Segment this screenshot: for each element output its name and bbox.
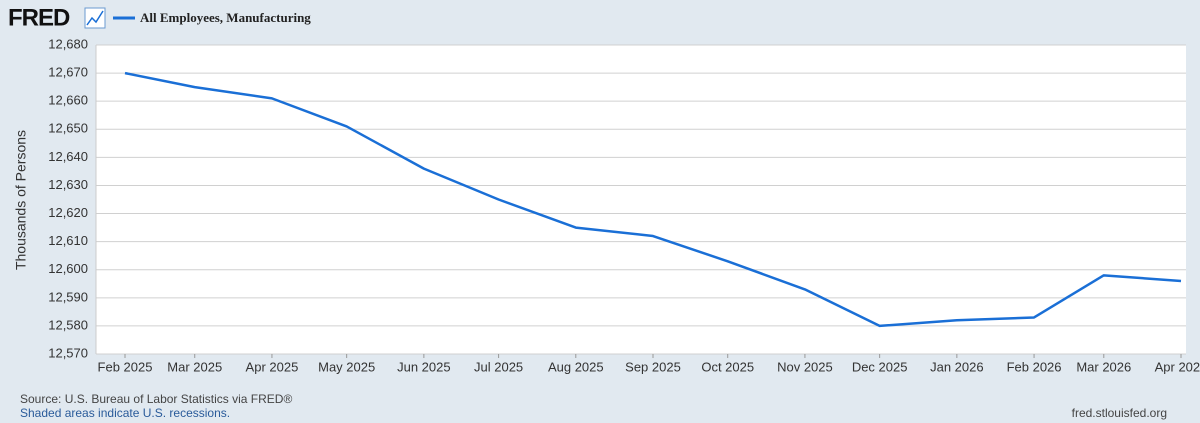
x-tick-label: Dec 2025 [852, 359, 908, 374]
y-tick-label: 12,660 [48, 93, 88, 108]
y-tick-label: 12,620 [48, 205, 88, 220]
x-tick-label: Mar 2025 [167, 359, 222, 374]
data-line [124, 71, 1182, 328]
x-tick-label: May 2025 [318, 359, 375, 374]
y-tick-label: 12,650 [48, 121, 88, 136]
legend-label: All Employees, Manufacturing [140, 10, 311, 25]
y-tick-label: 12,610 [48, 233, 88, 248]
plot-area [96, 45, 1186, 354]
x-tick-label: Apr 2026 [1155, 359, 1200, 374]
x-tick-label: Jan 2026 [930, 359, 984, 374]
y-tick-label: 12,640 [48, 149, 88, 164]
logo: FRED [8, 4, 70, 31]
x-tick-label: Jul 2025 [474, 359, 523, 374]
source: Source: U.S. Bureau of Labor Statistics … [20, 392, 292, 406]
y-tick-label: 12,670 [48, 65, 88, 80]
x-tick-label: Feb 2026 [1007, 359, 1062, 374]
x-tick-label: Feb 2025 [98, 359, 153, 374]
y-tick-label: 12,570 [48, 345, 88, 360]
x-tick-label: Sep 2025 [625, 359, 681, 374]
y-tick-label: 12,580 [48, 317, 88, 332]
x-tick-label: Apr 2025 [246, 359, 299, 374]
y-tick-label: 12,600 [48, 261, 88, 276]
y-tick-label: 12,680 [48, 36, 88, 51]
y-tick-label: 12,630 [48, 177, 88, 192]
x-tick-label: Oct 2025 [701, 359, 754, 374]
recession-note[interactable]: Shaded areas indicate U.S. recessions. [20, 406, 230, 420]
y-axis-title: Thousands of Persons [13, 130, 29, 270]
x-tick-label: Aug 2025 [548, 359, 604, 374]
logo-icon [84, 7, 106, 29]
x-tick-label: Jun 2025 [397, 359, 451, 374]
x-tick-label: Nov 2025 [777, 359, 833, 374]
x-tick-label: Mar 2026 [1076, 359, 1131, 374]
site[interactable]: fred.stlouisfed.org [1072, 406, 1167, 420]
y-tick-label: 12,590 [48, 289, 88, 304]
